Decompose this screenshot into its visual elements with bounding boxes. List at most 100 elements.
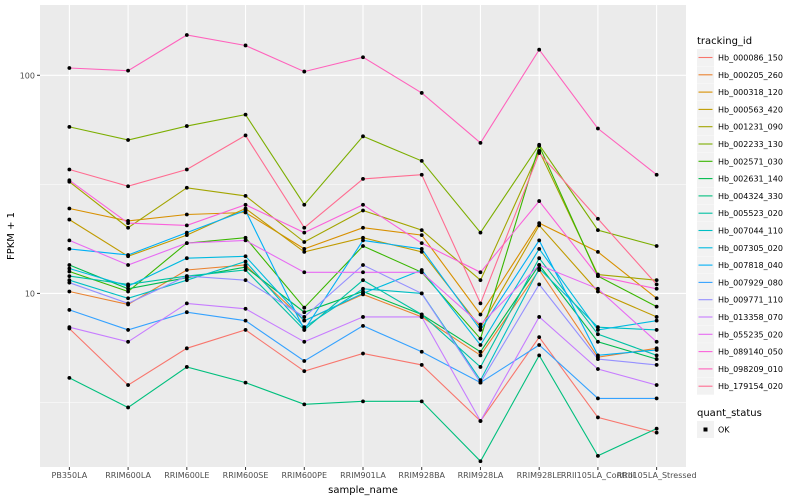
data-point	[126, 296, 130, 301]
data-point	[243, 208, 248, 213]
data-point	[478, 270, 483, 275]
data-point	[478, 325, 483, 330]
data-point	[126, 225, 130, 230]
data-point	[126, 68, 130, 73]
data-point	[126, 221, 130, 226]
data-point	[478, 349, 483, 354]
data-point	[596, 289, 600, 294]
data-point	[184, 278, 189, 283]
data-point	[537, 47, 542, 52]
x-tick-label: PB350LA	[52, 471, 88, 480]
data-point	[537, 151, 542, 155]
data-point	[537, 238, 542, 243]
x-tick-label: RRIM600LA	[105, 471, 151, 480]
legend-item-label: Hb_002233_130	[718, 140, 783, 149]
legend-item-label: Hb_007305_020	[718, 244, 783, 253]
legend-item-label: Hb_007818_040	[718, 261, 783, 270]
data-point	[478, 230, 483, 235]
data-point	[596, 367, 600, 371]
data-point	[596, 357, 600, 361]
data-point	[654, 244, 659, 248]
data-point	[478, 353, 483, 358]
data-point	[654, 353, 659, 358]
data-point	[361, 323, 365, 328]
data-point	[537, 143, 542, 148]
legend-quant-status: quant_status OK	[697, 408, 762, 438]
data-point	[243, 306, 248, 311]
data-point	[478, 312, 483, 317]
legend-item-label: Hb_179154_020	[718, 382, 783, 391]
legend-item-label: Hb_002571_030	[718, 157, 783, 166]
legend-item-label: Hb_007044_110	[718, 227, 783, 236]
data-point	[419, 399, 424, 404]
legend2-point	[703, 427, 708, 432]
data-point	[126, 253, 130, 257]
data-point	[67, 66, 72, 70]
data-point	[243, 318, 248, 323]
x-axis-ticks: PB350LA RRIM600LA RRIM600LE RRIM600SE RRIM60…	[52, 467, 697, 480]
data-point	[419, 172, 424, 177]
data-point	[419, 91, 424, 95]
data-point	[302, 339, 307, 344]
data-point	[67, 375, 72, 380]
data-point	[654, 430, 659, 435]
data-point	[361, 202, 365, 207]
data-point	[243, 238, 248, 243]
data-point	[184, 124, 189, 128]
data-point	[596, 286, 600, 291]
x-tick-label: RRIM901LA	[340, 471, 386, 480]
x-tick-label: RRIM600PE	[282, 471, 328, 480]
data-point	[243, 278, 248, 283]
data-point	[596, 339, 600, 344]
y-tick-label: 100	[20, 71, 35, 80]
data-point	[537, 223, 542, 228]
data-point	[302, 305, 307, 310]
legend-item-label: Hb_002631_140	[718, 175, 783, 184]
data-point	[596, 228, 600, 233]
data-point	[184, 310, 189, 315]
data-point	[126, 184, 130, 189]
data-point	[419, 270, 424, 275]
data-point	[596, 415, 600, 420]
data-point	[302, 318, 307, 323]
data-point	[596, 249, 600, 254]
x-tick-label: RRIM600LE	[164, 471, 209, 480]
data-point	[126, 301, 130, 306]
data-point	[302, 359, 307, 363]
legend-item-label: Hb_013358_070	[718, 313, 783, 322]
data-point	[361, 286, 365, 291]
data-point	[361, 315, 365, 319]
y-axis-title: FPKM + 1	[6, 212, 17, 260]
data-point	[361, 176, 365, 181]
data-point	[478, 459, 483, 464]
data-point	[184, 274, 189, 279]
data-point	[537, 256, 542, 261]
legend-item-label: Hb_055235_020	[718, 330, 783, 339]
data-point	[478, 322, 483, 327]
data-point	[302, 246, 307, 251]
data-point	[478, 140, 483, 145]
legend-item-label: Hb_000086_150	[718, 54, 783, 63]
data-point	[361, 399, 365, 404]
data-point	[302, 325, 307, 330]
data-point	[184, 223, 189, 228]
data-point	[67, 308, 72, 312]
data-point	[184, 241, 189, 246]
data-point	[596, 453, 600, 458]
data-point	[537, 282, 542, 287]
data-point	[537, 199, 542, 203]
data-point	[126, 286, 130, 291]
data-point	[537, 315, 542, 319]
data-point	[596, 332, 600, 337]
data-point	[67, 238, 72, 243]
data-point	[302, 230, 307, 235]
data-point	[67, 167, 72, 172]
data-point	[654, 282, 659, 287]
data-point	[184, 212, 189, 217]
data-point	[361, 270, 365, 275]
data-point	[361, 55, 365, 60]
x-tick-label: RRIM928LA	[458, 471, 504, 480]
data-point	[243, 265, 248, 270]
data-point	[126, 263, 130, 267]
data-point	[361, 225, 365, 230]
